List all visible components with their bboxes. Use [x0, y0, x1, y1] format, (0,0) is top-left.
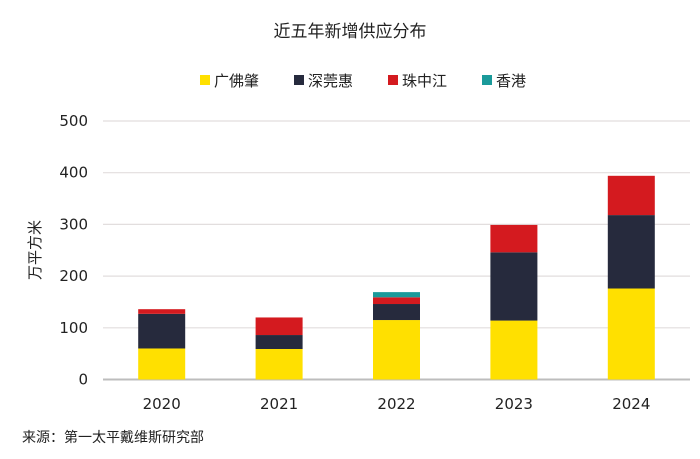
y-axis-ticks: 0 100 200 300 400 500 [59, 112, 88, 389]
bar-segment-2020-深莞惠 [138, 313, 186, 349]
x-tick-label: 2024 [612, 395, 650, 413]
legend-label: 广佛肇 [214, 72, 259, 90]
y-tick-label: 500 [59, 112, 88, 130]
x-tick-label: 2020 [143, 395, 181, 413]
x-tick-label: 2023 [495, 395, 533, 413]
bar-segment-2021-广佛肇 [255, 348, 303, 380]
source-note: 来源：第一太平戴维斯研究部 [22, 429, 204, 446]
y-tick-label: 200 [59, 267, 88, 285]
x-axis-ticks: 2020 2021 2022 2023 2024 [143, 395, 651, 413]
bar-segment-2022-珠中江 [373, 297, 420, 305]
y-tick-label: 300 [59, 215, 88, 233]
bar-segment-2022-深莞惠 [373, 304, 420, 321]
bar-segment-2020-珠中江 [138, 309, 186, 314]
bar-segment-2022-广佛肇 [373, 320, 420, 380]
bar-segment-2024-珠中江 [607, 175, 655, 216]
bar-segment-2021-珠中江 [255, 317, 303, 336]
x-tick-label: 2021 [260, 395, 298, 413]
bar-segment-2023-深莞惠 [490, 252, 538, 321]
gridlines [103, 120, 690, 381]
legend-swatch [388, 75, 398, 85]
x-tick-label: 2022 [377, 395, 415, 413]
y-tick-label: 100 [59, 319, 88, 337]
bar-segment-2020-广佛肇 [138, 348, 186, 380]
bar-segment-2022-香港 [373, 292, 420, 298]
chart-title: 近五年新增供应分布 [274, 22, 427, 42]
y-axis-label: 万平方米 [26, 220, 44, 280]
bar-segment-2024-广佛肇 [607, 288, 655, 380]
legend-label: 珠中江 [402, 72, 447, 90]
legend: 广佛肇 深莞惠 珠中江 香港 [200, 72, 526, 90]
legend-swatch [294, 75, 304, 85]
legend-label: 香港 [496, 72, 526, 90]
bar-segment-2024-深莞惠 [607, 215, 655, 289]
bar-segment-2023-珠中江 [490, 224, 538, 253]
y-tick-label: 400 [59, 164, 88, 182]
legend-swatch [200, 75, 210, 85]
bars [138, 175, 655, 380]
y-tick-label: 0 [78, 371, 88, 389]
bar-segment-2021-深莞惠 [255, 335, 303, 349]
bar-segment-2023-广佛肇 [490, 320, 538, 380]
legend-label: 深莞惠 [308, 72, 353, 90]
legend-swatch [482, 75, 492, 85]
